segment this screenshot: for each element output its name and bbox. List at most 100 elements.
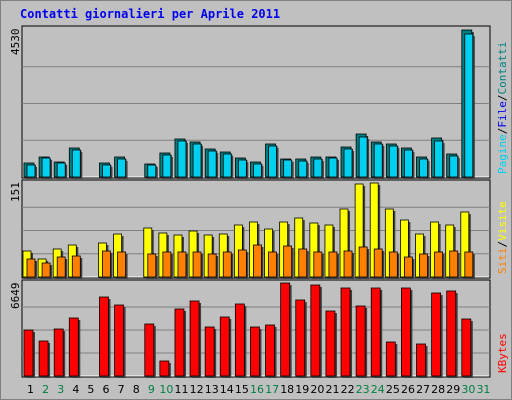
bar-siti-18 <box>283 245 293 278</box>
bar-kbytes-23 <box>355 305 366 377</box>
bar-kbytes-27 <box>416 343 426 377</box>
bar-pagine-26 <box>404 149 413 178</box>
bar-siti-17 <box>268 251 277 278</box>
bar-kbytes-7 <box>114 304 124 377</box>
bar-pagine-19 <box>298 160 308 178</box>
legend-item: / <box>496 127 509 135</box>
bar-kbytes-21 <box>325 310 336 377</box>
bar-pagine-23 <box>358 136 368 178</box>
bar-kbytes-13 <box>204 326 215 377</box>
bar-pagine-24 <box>373 143 383 178</box>
bar-siti-11 <box>177 251 187 278</box>
x-tick-label-12: 12 <box>190 383 204 396</box>
bar-pagine-7 <box>117 158 126 178</box>
bar-siti-20 <box>313 251 323 278</box>
x-tick-label-15: 15 <box>235 383 249 396</box>
bar-siti-29 <box>449 250 459 278</box>
bar-kbytes-30 <box>461 318 472 377</box>
bar-kbytes-12 <box>189 300 200 377</box>
bar-kbytes-15 <box>234 303 245 377</box>
bar-pagine-6 <box>102 164 111 178</box>
bar-pagine-21 <box>328 157 338 178</box>
panel-1-background <box>21 25 491 179</box>
bar-kbytes-22 <box>340 287 351 377</box>
x-tick-label-4: 4 <box>72 383 79 396</box>
x-tick-label-5: 5 <box>87 383 94 396</box>
bar-siti-28 <box>434 251 444 278</box>
bar-kbytes-29 <box>446 290 457 377</box>
bar-pagine-30 <box>464 33 474 178</box>
legend-item: Contatti <box>496 41 509 95</box>
bar-pagine-16 <box>253 163 262 178</box>
legend-item: / <box>496 240 509 248</box>
bar-kbytes-4 <box>68 317 79 377</box>
legend-item: Pagine <box>496 134 509 174</box>
legend-item: File <box>496 101 509 128</box>
bar-siti-7 <box>117 251 126 278</box>
bar-siti-3 <box>56 256 66 278</box>
panel-3-max-label: 6649 <box>9 282 22 310</box>
bar-siti-13 <box>207 253 217 278</box>
bar-pagine-4 <box>71 149 81 178</box>
bar-pagine-13 <box>207 150 217 178</box>
x-tick-label-20: 20 <box>310 383 324 396</box>
bar-kbytes-26 <box>401 287 411 377</box>
x-tick-label-16: 16 <box>250 383 264 396</box>
x-tick-label-11: 11 <box>175 383 189 396</box>
bar-kbytes-18 <box>280 282 291 377</box>
legend-item: Siti <box>496 247 509 275</box>
x-tick-label-28: 28 <box>431 383 445 396</box>
bar-siti-6 <box>102 250 111 278</box>
bar-pagine-12 <box>192 143 202 178</box>
bar-siti-10 <box>162 251 172 278</box>
bar-siti-30 <box>464 251 474 278</box>
x-tick-label-1: 1 <box>27 383 34 396</box>
x-tick-label-21: 21 <box>325 383 339 396</box>
x-tick-label-29: 29 <box>446 383 460 396</box>
bar-kbytes-6 <box>99 296 109 377</box>
bar-kbytes-14 <box>219 316 230 377</box>
x-tick-label-3: 3 <box>57 383 64 396</box>
bar-pagine-25 <box>388 145 398 178</box>
x-tick-label-8: 8 <box>133 383 140 396</box>
bar-pagine-20 <box>313 158 323 178</box>
legend-item: Visite <box>496 201 509 241</box>
x-tick-label-23: 23 <box>356 383 370 396</box>
bar-pagine-10 <box>162 154 172 178</box>
bar-pagine-14 <box>222 153 232 178</box>
bar-kbytes-25 <box>385 341 396 377</box>
bar-kbytes-19 <box>295 299 306 377</box>
bar-pagine-2 <box>41 157 51 178</box>
bar-kbytes-1 <box>23 329 34 377</box>
bar-kbytes-20 <box>310 284 321 377</box>
panel-1-legend: Pagine/File/Contatti <box>496 42 509 174</box>
bar-kbytes-11 <box>174 308 185 377</box>
bar-pagine-3 <box>56 162 66 178</box>
bar-siti-26 <box>404 256 413 278</box>
x-tick-label-27: 27 <box>416 383 430 396</box>
bar-siti-25 <box>388 251 398 278</box>
bar-siti-27 <box>419 253 428 278</box>
x-tick-label-19: 19 <box>295 383 309 396</box>
panel-1-max-label: 4530 <box>9 28 22 56</box>
bar-kbytes-24 <box>370 287 381 377</box>
x-tick-label-24: 24 <box>371 383 385 396</box>
bar-pagine-15 <box>237 159 247 178</box>
bar-siti-12 <box>192 251 202 278</box>
x-tick-label-18: 18 <box>280 383 294 396</box>
bar-pagine-18 <box>283 159 293 178</box>
x-tick-label-2: 2 <box>42 383 49 396</box>
legend-item: KBytes <box>496 333 509 373</box>
legend-item: / <box>496 94 509 102</box>
bar-siti-19 <box>298 248 308 278</box>
bar-siti-23 <box>358 246 368 278</box>
panel-2-max-label: 151 <box>9 182 22 202</box>
bar-kbytes-9 <box>144 323 155 377</box>
bar-siti-4 <box>71 255 81 278</box>
x-tick-label-13: 13 <box>205 383 219 396</box>
x-tick-label-10: 10 <box>159 383 173 396</box>
bar-siti-14 <box>222 251 232 278</box>
x-tick-label-22: 22 <box>341 383 355 396</box>
bar-siti-24 <box>373 248 383 278</box>
bar-siti-21 <box>328 251 338 278</box>
